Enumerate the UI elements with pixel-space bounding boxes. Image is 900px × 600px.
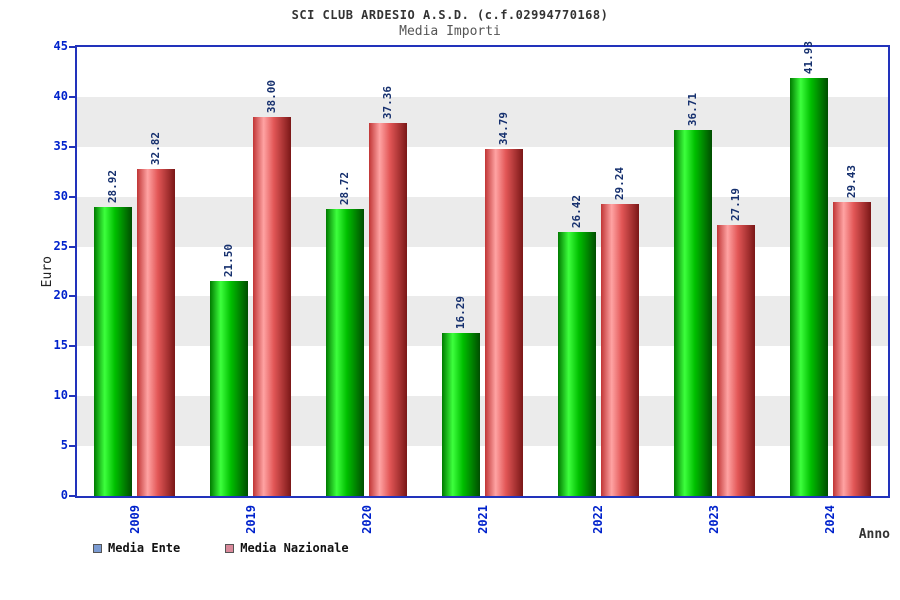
y-axis-tick (69, 95, 75, 98)
bar-media-ente (210, 281, 249, 496)
y-axis-tick (69, 46, 75, 48)
x-tick-label: 2022 (591, 505, 606, 534)
value-label: 34.79 (497, 111, 510, 145)
grid-band (77, 96, 888, 147)
x-tick-label: 2024 (823, 505, 838, 534)
x-axis-title: Anno (858, 527, 890, 542)
grid-band (77, 196, 888, 247)
bar-media-nazionale (137, 168, 176, 496)
bar-media-nazionale (369, 123, 408, 496)
bar-media-ente (557, 232, 596, 496)
grid-band (77, 446, 888, 496)
legend-swatch-media-ente (93, 543, 102, 553)
x-tick-label: 2021 (475, 505, 490, 534)
y-axis-tick (69, 495, 75, 497)
grid-band (77, 396, 888, 447)
y-tick-label: 40 (53, 88, 68, 103)
y-tick-label: 25 (53, 238, 68, 253)
y-axis-tick (69, 195, 75, 198)
grid-band (77, 146, 888, 197)
legend-item-media-nazionale: Media Nazionale (225, 541, 349, 555)
y-tick-label: 30 (53, 188, 68, 203)
bar-media-ente (789, 77, 828, 496)
value-label: 21.50 (222, 244, 236, 278)
grid-band (77, 47, 888, 97)
value-label: 26.42 (569, 195, 583, 229)
y-axis-tick (69, 445, 75, 448)
legend-label-media-ente: Media Ente (108, 541, 181, 555)
y-axis-tick (69, 345, 75, 348)
bar-media-nazionale (716, 224, 755, 496)
chart-subtitle: Media Importi (399, 24, 501, 39)
grid-band (77, 346, 888, 397)
value-label: 36.71 (685, 92, 699, 126)
value-label: 16.29 (454, 296, 467, 330)
y-axis-title: Euro (40, 256, 55, 288)
y-tick-label: 45 (53, 39, 68, 53)
y-axis-tick (69, 295, 75, 298)
bar-media-ente (673, 129, 712, 496)
legend-label-media-nazionale: Media Nazionale (240, 541, 349, 555)
y-axis-tick (69, 395, 75, 398)
bar-media-ente (94, 207, 133, 496)
x-tick-label: 2023 (707, 505, 722, 534)
bar-media-nazionale (485, 148, 523, 496)
x-tick-label: 2009 (127, 505, 142, 534)
legend-swatch-media-nazionale (225, 543, 235, 553)
y-tick-label: 0 (60, 488, 68, 502)
y-tick-label: 15 (53, 338, 68, 353)
bar-media-nazionale (600, 204, 639, 496)
chart-title: SCI CLUB ARDESIO A.S.D. (c.f.02994770168… (291, 8, 609, 22)
y-tick-label: 35 (53, 138, 68, 153)
y-axis-tick (69, 145, 75, 148)
plot-area: 28.92 32.82 21.50 38.00 28.72 37.36 16.29 34.79… (75, 41, 890, 498)
legend: Media Ente Media Nazionale (93, 541, 349, 555)
bar-media-ente (326, 209, 365, 496)
value-label: 37.36 (381, 86, 395, 120)
y-axis-tick (69, 245, 75, 248)
y-tick-label: 20 (53, 288, 68, 303)
value-label: 29.24 (612, 167, 626, 201)
value-label: 28.92 (106, 170, 120, 204)
value-label: 29.43 (844, 165, 858, 199)
x-tick-label: 2020 (359, 505, 374, 534)
value-label: 38.00 (265, 79, 279, 113)
bar-media-nazionale (253, 116, 292, 496)
value-label: 27.19 (728, 187, 742, 221)
x-tick-label: 2019 (243, 505, 258, 534)
bar-media-ente (442, 333, 480, 496)
grid-band (77, 246, 888, 297)
value-label: 32.82 (149, 131, 163, 165)
value-label: 41.93 (801, 40, 815, 74)
bar-media-nazionale (832, 202, 871, 496)
value-label: 28.72 (338, 172, 352, 206)
y-tick-label: 10 (53, 388, 68, 403)
y-tick-label: 5 (60, 438, 68, 453)
grid-band (77, 296, 888, 347)
legend-item-media-ente: Media Ente (93, 541, 180, 555)
